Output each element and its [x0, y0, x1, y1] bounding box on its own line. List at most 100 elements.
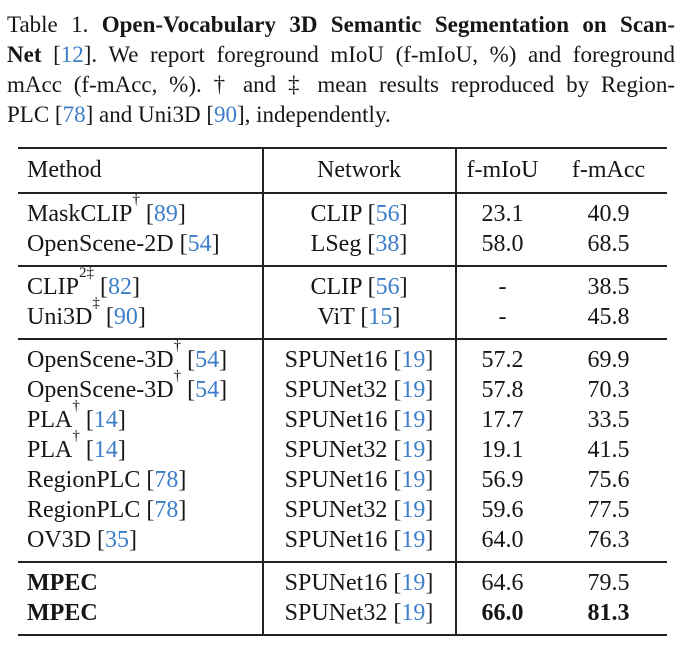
- citation-bracket: [: [387, 600, 402, 626]
- citation-link[interactable]: 78: [154, 497, 179, 523]
- citation-link[interactable]: 19: [401, 467, 426, 493]
- method-name: LSeg: [310, 231, 362, 257]
- fmiou-value: 17.7: [481, 407, 524, 433]
- caption-line: Table 1. Open-Vocabulary 3D Semantic Seg…: [7, 10, 675, 40]
- citation-link[interactable]: 90: [213, 102, 237, 127]
- fmiou-value: 66.0: [481, 600, 524, 626]
- caption-text: Net: [7, 42, 42, 67]
- citation-bracket: [: [181, 347, 196, 373]
- citation-link[interactable]: 38: [375, 231, 400, 257]
- citation-link[interactable]: 54: [195, 377, 220, 403]
- citation-link[interactable]: 14: [93, 407, 118, 433]
- fmiou-value: 64.6: [481, 570, 524, 596]
- citation-link[interactable]: 54: [195, 347, 220, 373]
- table-row: OV3D [35] SPUNet16 [19] 64.0 76.3: [18, 525, 667, 555]
- table-row: PLA† [14] SPUNet32 [19] 19.1 41.5: [18, 429, 667, 465]
- citation-link[interactable]: 82: [108, 274, 133, 300]
- fmacc-value: 68.5: [587, 231, 630, 257]
- method-name: MPEC: [27, 600, 98, 626]
- fmacc-value: 76.3: [587, 527, 630, 553]
- citation-link[interactable]: 90: [113, 304, 138, 330]
- citation-link[interactable]: 19: [401, 497, 426, 523]
- citation-link[interactable]: 19: [401, 347, 426, 373]
- method-name: SPUNet16: [284, 527, 388, 553]
- table-row: OpenScene-2D [54] LSeg [38] 58.0 68.5: [18, 229, 667, 259]
- table-bottom-rule: [18, 634, 667, 636]
- reproduced-marker: ‡: [92, 295, 100, 311]
- method-cell: RegionPLC [78]: [18, 465, 263, 495]
- citation-link[interactable]: 12: [60, 42, 84, 67]
- fmacc-value: 40.9: [587, 201, 630, 227]
- fmiou-value: 59.6: [481, 497, 524, 523]
- reproduced-marker: †: [173, 338, 182, 354]
- method-name: SPUNet32: [284, 377, 388, 403]
- citation-bracket: ]: [117, 407, 126, 433]
- table-row: OpenScene-3D† [54] SPUNet16 [19] 57.2 69.9: [18, 339, 667, 375]
- network-cell: LSeg [38]: [263, 229, 455, 259]
- method-cell: MPEC: [18, 568, 263, 598]
- network-cell: CLIP [56]: [263, 199, 455, 229]
- method-cell: MPEC: [18, 598, 263, 628]
- fmiou-value: 19.1: [481, 437, 524, 463]
- fmiou-value: 58.0: [481, 231, 524, 257]
- table-group: MPEC SPUNet16 [19] 64.6 79.5 MPEC SPUNet32 [1…: [18, 563, 667, 634]
- table-row: MaskCLIP† [89] CLIP [56] 23.1 40.9: [18, 193, 667, 229]
- citation-bracket: ]: [425, 497, 434, 523]
- network-cell: SPUNet16 [19]: [263, 465, 455, 495]
- citation-bracket: ]: [425, 407, 434, 433]
- fmacc-value: 69.9: [587, 347, 630, 373]
- network-cell: SPUNet32 [19]: [263, 375, 455, 405]
- method-name: OV3D: [27, 527, 91, 553]
- network-cell: SPUNet16 [19]: [263, 568, 455, 598]
- citation-link[interactable]: 19: [401, 407, 426, 433]
- table-row: PLA† [14] SPUNet16 [19] 17.7 33.5: [18, 399, 667, 435]
- method-name: CLIP: [310, 274, 362, 300]
- citation-bracket: [: [361, 274, 376, 300]
- citation-link[interactable]: 56: [375, 274, 400, 300]
- citation-bracket: [: [387, 467, 402, 493]
- method-name: SPUNet32: [284, 437, 388, 463]
- citation-bracket: ]: [137, 304, 146, 330]
- citation-link[interactable]: 19: [401, 570, 426, 596]
- fmacc-value: 33.5: [587, 407, 630, 433]
- citation-link[interactable]: 89: [153, 201, 178, 227]
- method-name: PLA: [27, 407, 73, 433]
- method-name: MPEC: [27, 570, 98, 596]
- header-method: Method: [27, 157, 102, 183]
- section-rule: [18, 338, 667, 340]
- fmacc-value: 41.5: [587, 437, 630, 463]
- citation-link[interactable]: 15: [368, 304, 393, 330]
- citation-link[interactable]: 14: [93, 437, 118, 463]
- citation-link[interactable]: 78: [62, 102, 86, 127]
- citation-bracket: [: [99, 304, 114, 330]
- citation-link[interactable]: 19: [401, 377, 426, 403]
- method-name: SPUNet16: [284, 570, 388, 596]
- table-row: OpenScene-3D† [54] SPUNet32 [19] 57.8 70.3: [18, 369, 667, 405]
- citation-bracket: [: [387, 377, 402, 403]
- citation-link[interactable]: 35: [105, 527, 129, 553]
- method-name: OpenScene-3D: [27, 377, 174, 403]
- citation-link[interactable]: 19: [401, 600, 426, 626]
- citation-link[interactable]: 56: [375, 201, 400, 227]
- citation-link[interactable]: 19: [401, 527, 426, 553]
- fmiou-value: -: [498, 304, 507, 330]
- citation-bracket: ]: [425, 377, 434, 403]
- fmiou-value: 64.0: [481, 527, 524, 553]
- method-cell: RegionPLC [78]: [18, 495, 263, 525]
- citation-bracket: [: [181, 377, 196, 403]
- citation-link[interactable]: 78: [154, 467, 179, 493]
- citation-bracket: ]: [219, 377, 228, 403]
- table-row: RegionPLC [78] SPUNet32 [19] 59.6 77.5: [18, 495, 667, 525]
- column-divider-method-network: [262, 148, 264, 635]
- method-name: PLA: [27, 437, 73, 463]
- citation-link[interactable]: 54: [187, 231, 212, 257]
- citation-bracket: [: [387, 570, 402, 596]
- citation-bracket: [: [387, 407, 402, 433]
- caption-line: mAcc (f-mAcc, %). † and ‡ mean results r…: [7, 70, 675, 100]
- method-name: OpenScene-2D: [27, 231, 174, 257]
- table-row: Uni3D‡ [90] ViT [15] -45.8: [18, 296, 667, 332]
- table-row: CLIP2‡ [82] CLIP [56] -38.5: [18, 266, 667, 302]
- table-group: OpenScene-3D† [54] SPUNet16 [19] 57.2 69.9 O…: [18, 339, 667, 561]
- citation-bracket: [: [361, 231, 376, 257]
- citation-link[interactable]: 19: [401, 437, 426, 463]
